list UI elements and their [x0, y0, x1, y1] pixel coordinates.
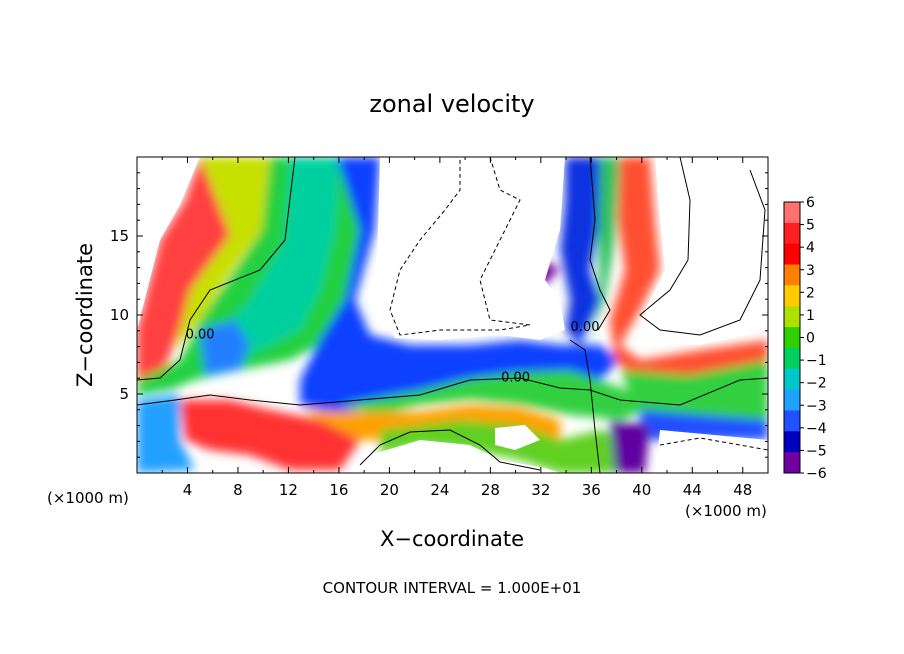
contour-zero-upper-right — [589, 157, 611, 331]
field-region-lower-left-blue — [137, 395, 195, 473]
contour-label: 0.00 — [501, 370, 530, 385]
x-tick-label: 44 — [683, 481, 702, 499]
field-region-upper-right-green — [590, 157, 620, 340]
x-tick-label: 24 — [430, 481, 449, 499]
field-region-upper-right-blue — [560, 157, 600, 345]
colorbar-label: −2 — [806, 376, 827, 392]
contour-lines — [137, 157, 768, 473]
colorbar-label: −4 — [806, 421, 827, 437]
contour-right-loop — [639, 157, 766, 336]
y-tick-label: 5 — [119, 385, 129, 403]
field-region-right-lower-green — [620, 360, 768, 425]
field-region-blue-band — [300, 157, 620, 412]
colorbar-label: 2 — [806, 285, 815, 301]
colorbar-label: −6 — [806, 466, 827, 482]
field-white-mid-blob — [495, 425, 540, 450]
colorbar-label: 1 — [806, 308, 815, 324]
field-white-left-upper — [137, 157, 200, 330]
x-tick-label: 20 — [380, 481, 399, 499]
field-region-upper-right-warm — [610, 157, 768, 385]
velocity-field — [137, 157, 768, 473]
colorbar-label: 5 — [806, 218, 815, 234]
x-tick-label: 16 — [329, 481, 348, 499]
colorbar-label: 0 — [806, 331, 815, 347]
field-region-positive-left — [137, 157, 250, 385]
y-axis-label: Z−coordinate — [73, 243, 97, 387]
colorbar-swatch — [784, 285, 800, 307]
colorbar-swatch — [784, 389, 800, 411]
field-region-green-band — [340, 370, 660, 420]
field-region-cyan — [210, 157, 340, 360]
contour-lower-loop — [359, 429, 541, 471]
field-region-purple-bottom — [610, 420, 650, 473]
y-tick-label: 15 — [110, 227, 129, 245]
colorbar-swatch — [784, 222, 800, 245]
colorbar-swatch — [784, 410, 800, 432]
x-tick-label: 40 — [632, 481, 651, 499]
x-tick-label: 36 — [582, 481, 601, 499]
y-axis-ticks: 5 10 15 — [110, 172, 768, 458]
contour-zero-middle — [137, 377, 768, 406]
x-unit-right: (×1000 m) — [685, 502, 767, 520]
field-white-upper-center — [375, 157, 565, 340]
contour-zero-left — [137, 157, 296, 381]
x-tick-label: 32 — [531, 481, 550, 499]
colorbar-label: 3 — [806, 263, 815, 279]
x-tick-label: 48 — [733, 481, 752, 499]
field-white-lower-center — [360, 440, 560, 473]
contour-interval-note: CONTOUR INTERVAL = 1.000E+01 — [323, 579, 582, 597]
x-axis-ticks: 4 8 12 16 20 24 28 32 36 40 44 48 — [161, 157, 752, 499]
colorbar-swatch — [784, 202, 800, 224]
colorbar-swatch — [784, 368, 800, 391]
contour-label: 0.00 — [186, 328, 215, 343]
field-region-blue-left — [200, 320, 250, 375]
colorbar-label: −3 — [806, 398, 827, 414]
contour-dashed-center — [389, 157, 531, 336]
colorbar-swatch — [784, 327, 800, 349]
x-tick-label: 4 — [183, 481, 193, 499]
contour-zero-vertical — [569, 339, 601, 473]
colorbar-swatch — [784, 452, 800, 474]
colorbar-swatch — [784, 243, 800, 266]
colorbar-swatch — [784, 306, 800, 328]
contour-labels: 0.00 0.00 0.00 — [186, 320, 600, 386]
colorbar-label: −1 — [806, 353, 827, 369]
field-region-yellow-left — [175, 157, 270, 350]
x-unit-left: (×1000 m) — [47, 489, 129, 507]
x-axis-label: X−coordinate — [380, 527, 524, 551]
colorbar-swatch — [784, 431, 800, 453]
field-region-lower-orange — [300, 405, 560, 440]
colorbar-label: 4 — [806, 240, 815, 256]
colorbar-label: −5 — [806, 443, 827, 459]
colorbar-swatch — [784, 264, 800, 286]
x-tick-label: 12 — [279, 481, 298, 499]
field-white-upper-right — [645, 157, 768, 345]
colorbar-swatch — [784, 347, 800, 370]
colorbar-label: 6 — [806, 195, 815, 211]
x-tick-label: 8 — [233, 481, 243, 499]
colorbar: 6 5 4 3 2 1 0 −1 −2 −3 −4 −5 −6 — [783, 195, 827, 482]
chart-title: zonal velocity — [369, 90, 534, 118]
contour-label: 0.00 — [571, 320, 600, 335]
x-tick-label: 28 — [481, 481, 500, 499]
y-tick-label: 10 — [110, 306, 129, 324]
field-region-lower-warm — [180, 400, 360, 470]
